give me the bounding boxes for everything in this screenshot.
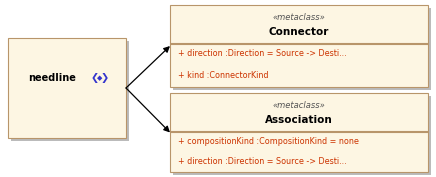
Text: ◆: ◆ [97, 75, 103, 81]
Bar [8, 38, 126, 138]
Text: + direction :Direction = Source -> Desti...: + direction :Direction = Source -> Desti… [178, 50, 347, 59]
Text: Association: Association [265, 115, 333, 125]
Text: + direction :Direction = Source -> Desti...: + direction :Direction = Source -> Desti… [178, 157, 347, 166]
Text: ❮: ❮ [91, 73, 99, 83]
Text: ❯: ❯ [101, 73, 109, 83]
Text: needline: needline [28, 73, 75, 83]
Bar [11, 41, 129, 141]
Bar [170, 5, 428, 87]
Bar [173, 8, 431, 90]
Bar [170, 43, 428, 44]
Text: «metaclass»: «metaclass» [272, 101, 325, 110]
Text: + kind :ConnectorKind: + kind :ConnectorKind [178, 72, 269, 81]
Text: + compositionKind :CompositionKind = none: + compositionKind :CompositionKind = non… [178, 137, 359, 146]
Bar [170, 93, 428, 172]
Bar [173, 96, 431, 175]
Text: «metaclass»: «metaclass» [272, 13, 325, 22]
Bar [170, 131, 428, 132]
Text: Connector: Connector [269, 27, 329, 37]
